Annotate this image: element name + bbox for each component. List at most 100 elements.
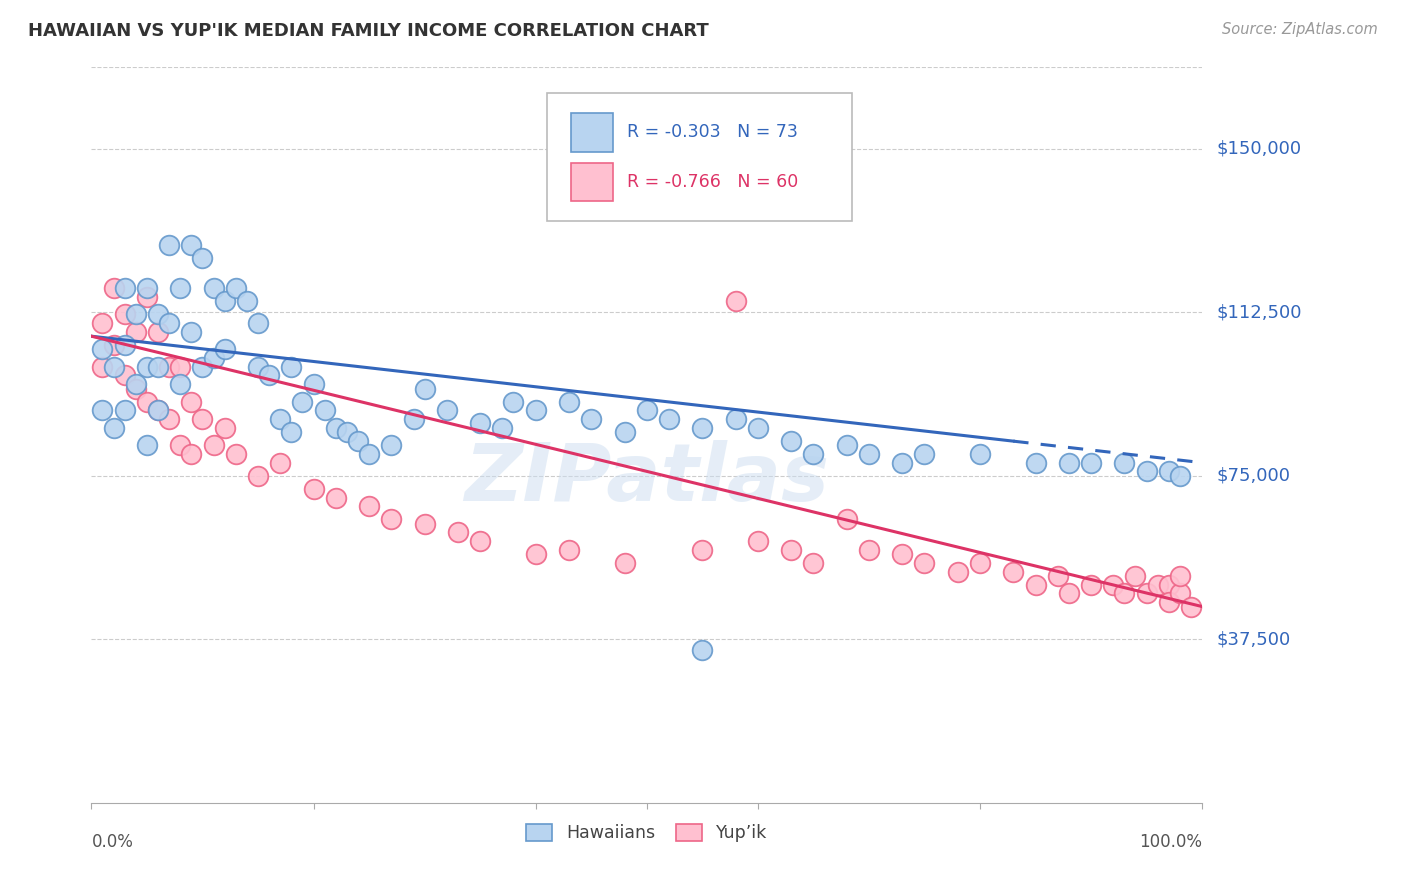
Text: 100.0%: 100.0%: [1139, 833, 1202, 851]
Point: [912, 556, 935, 570]
Legend: Hawaiians, Yup’ik: Hawaiians, Yup’ik: [519, 817, 775, 849]
Point: [157, 412, 180, 426]
Point: [1168, 569, 1191, 583]
Point: [114, 338, 136, 352]
Point: [724, 412, 747, 426]
Point: [135, 438, 157, 452]
Bar: [571, 162, 613, 201]
Point: [202, 351, 225, 365]
Point: [380, 512, 402, 526]
Point: [380, 438, 402, 452]
Point: [468, 417, 491, 431]
Point: [801, 447, 824, 461]
Point: [103, 421, 125, 435]
Text: ZIPatlas: ZIPatlas: [464, 440, 830, 518]
Point: [780, 542, 803, 557]
Point: [1157, 578, 1180, 592]
Point: [491, 421, 513, 435]
Point: [169, 281, 191, 295]
Point: [447, 525, 470, 540]
Point: [169, 377, 191, 392]
Point: [125, 325, 148, 339]
Point: [347, 434, 370, 448]
Point: [91, 359, 114, 374]
Point: [114, 281, 136, 295]
Text: $112,500: $112,500: [1216, 303, 1302, 321]
Point: [1180, 599, 1202, 614]
Point: [402, 412, 425, 426]
Point: [658, 412, 681, 426]
Point: [579, 412, 602, 426]
Point: [280, 359, 302, 374]
Point: [225, 281, 247, 295]
Point: [357, 500, 380, 514]
Point: [613, 425, 636, 439]
Point: [214, 343, 236, 357]
Point: [269, 456, 291, 470]
Point: [1157, 595, 1180, 609]
Point: [436, 403, 458, 417]
Point: [214, 294, 236, 309]
Point: [690, 542, 713, 557]
Point: [125, 382, 148, 396]
Point: [1024, 456, 1046, 470]
Point: [1135, 586, 1157, 600]
Point: [157, 316, 180, 330]
Point: [247, 468, 270, 483]
Point: [357, 447, 380, 461]
Point: [146, 403, 169, 417]
Point: [157, 237, 180, 252]
Point: [502, 394, 524, 409]
Point: [891, 547, 914, 561]
Text: R = -0.303   N = 73: R = -0.303 N = 73: [627, 123, 797, 142]
Point: [325, 421, 347, 435]
Point: [91, 343, 114, 357]
Point: [202, 438, 225, 452]
Point: [969, 556, 991, 570]
Point: [946, 565, 969, 579]
Point: [613, 556, 636, 570]
Point: [236, 294, 259, 309]
Point: [103, 281, 125, 295]
Point: [969, 447, 991, 461]
Point: [336, 425, 359, 439]
Point: [1157, 464, 1180, 478]
Point: [114, 307, 136, 321]
Point: [146, 325, 169, 339]
Text: $75,000: $75,000: [1216, 467, 1291, 484]
Bar: [571, 113, 613, 152]
Point: [1057, 586, 1080, 600]
Point: [468, 534, 491, 549]
Point: [912, 447, 935, 461]
Point: [135, 290, 157, 304]
Point: [247, 316, 270, 330]
Point: [1046, 569, 1069, 583]
Point: [146, 359, 169, 374]
Point: [135, 394, 157, 409]
Point: [91, 403, 114, 417]
Point: [247, 359, 270, 374]
Point: [114, 403, 136, 417]
Point: [747, 534, 769, 549]
Point: [269, 412, 291, 426]
Point: [180, 447, 202, 461]
Point: [180, 325, 202, 339]
Text: HAWAIIAN VS YUP'IK MEDIAN FAMILY INCOME CORRELATION CHART: HAWAIIAN VS YUP'IK MEDIAN FAMILY INCOME …: [28, 22, 709, 40]
Point: [558, 542, 581, 557]
Point: [325, 491, 347, 505]
Text: 0.0%: 0.0%: [91, 833, 134, 851]
Text: R = -0.766   N = 60: R = -0.766 N = 60: [627, 173, 799, 191]
Point: [1146, 578, 1168, 592]
Point: [1135, 464, 1157, 478]
Point: [1168, 586, 1191, 600]
Point: [891, 456, 914, 470]
Point: [180, 237, 202, 252]
Point: [214, 421, 236, 435]
Point: [169, 438, 191, 452]
Point: [1024, 578, 1046, 592]
Point: [835, 438, 858, 452]
Point: [302, 377, 325, 392]
Point: [1080, 578, 1102, 592]
Text: $150,000: $150,000: [1216, 140, 1301, 158]
Point: [524, 403, 547, 417]
